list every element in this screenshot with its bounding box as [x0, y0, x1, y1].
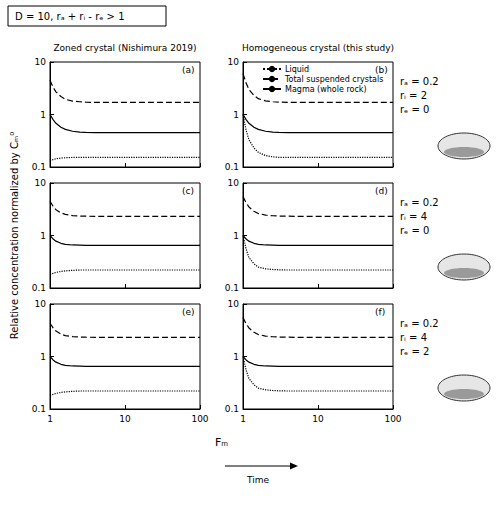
svg-text:10: 10 [119, 414, 131, 424]
svg-text:10: 10 [312, 414, 324, 424]
svg-text:Magma (whole rock): Magma (whole rock) [285, 85, 367, 94]
svg-text:1: 1 [40, 231, 46, 241]
svg-text:1: 1 [47, 414, 53, 424]
svg-text:1: 1 [233, 110, 239, 120]
svg-text:10: 10 [35, 299, 47, 309]
svg-text:Zoned crystal (Nishimura 2019): Zoned crystal (Nishimura 2019) [53, 43, 196, 53]
svg-text:10: 10 [35, 57, 47, 67]
svg-text:0.1: 0.1 [32, 404, 46, 414]
svg-text:(c): (c) [182, 186, 194, 196]
svg-text:1: 1 [233, 231, 239, 241]
svg-text:Total suspended crystals: Total suspended crystals [284, 75, 383, 84]
svg-text:1: 1 [40, 352, 46, 362]
svg-text:Relative concentration normali: Relative concentration normalized by Cₘ⁰ [9, 132, 20, 339]
svg-text:D = 10, rₐ + rᵢ - rₑ > 1: D = 10, rₐ + rᵢ - rₑ > 1 [15, 11, 125, 22]
svg-text:Homogeneous crystal (this stud: Homogeneous crystal (this study) [242, 43, 394, 53]
svg-text:1: 1 [40, 110, 46, 120]
svg-text:10: 10 [228, 178, 240, 188]
svg-text:0.1: 0.1 [225, 283, 239, 293]
svg-text:(b): (b) [375, 65, 388, 75]
svg-text:rₐ = 0.2: rₐ = 0.2 [400, 76, 439, 87]
svg-text:10: 10 [35, 178, 47, 188]
svg-text:10: 10 [228, 57, 240, 67]
svg-text:0.1: 0.1 [225, 162, 239, 172]
svg-text:0.1: 0.1 [225, 404, 239, 414]
svg-text:10: 10 [228, 299, 240, 309]
svg-text:rᵢ = 2: rᵢ = 2 [400, 90, 427, 101]
svg-text:(d): (d) [375, 186, 388, 196]
svg-text:(a): (a) [182, 65, 195, 75]
svg-text:Time: Time [246, 475, 269, 485]
svg-text:(f): (f) [375, 307, 385, 317]
svg-text:rₑ = 0: rₑ = 0 [400, 104, 429, 115]
svg-text:rᵢ = 4: rᵢ = 4 [400, 332, 427, 343]
svg-text:(e): (e) [182, 307, 195, 317]
svg-text:0.1: 0.1 [32, 162, 46, 172]
svg-text:rₑ = 0: rₑ = 0 [400, 225, 429, 236]
svg-text:rₐ = 0.2: rₐ = 0.2 [400, 197, 439, 208]
svg-text:1: 1 [240, 414, 246, 424]
svg-text:100: 100 [191, 414, 208, 424]
svg-text:rₑ = 2: rₑ = 2 [400, 346, 429, 357]
svg-text:1: 1 [233, 352, 239, 362]
svg-text:rₐ = 0.2: rₐ = 0.2 [400, 318, 439, 329]
svg-text:Liquid: Liquid [285, 65, 309, 74]
svg-text:0.1: 0.1 [32, 283, 46, 293]
svg-text:Fₘ: Fₘ [215, 436, 228, 449]
svg-text:rᵢ = 4: rᵢ = 4 [400, 211, 427, 222]
svg-text:100: 100 [384, 414, 401, 424]
